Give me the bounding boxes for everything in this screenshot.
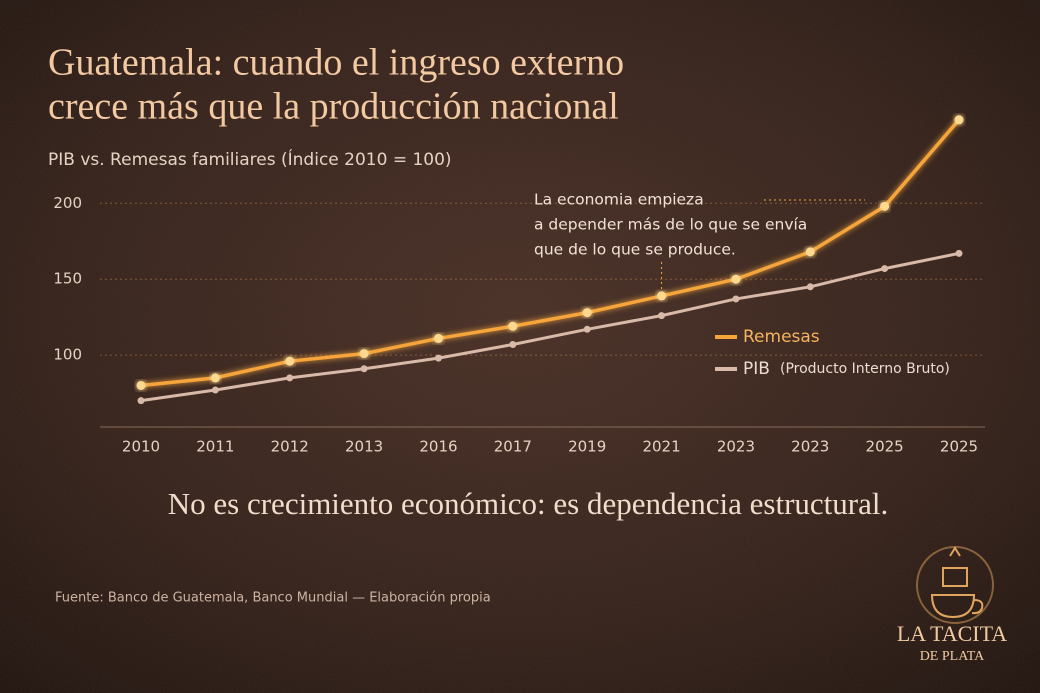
x-tick-label: 2019 — [568, 438, 606, 456]
data-point — [508, 321, 518, 331]
legend-label: Remesas — [743, 327, 820, 347]
data-point — [880, 201, 890, 211]
x-tick-label: 2011 — [196, 438, 234, 456]
x-tick-label: 2017 — [494, 438, 532, 456]
logo-icon — [916, 546, 994, 624]
data-point — [881, 265, 889, 273]
data-point — [211, 386, 219, 394]
data-point — [806, 283, 814, 291]
data-point — [805, 247, 815, 257]
x-tick-label: 2016 — [419, 438, 457, 456]
data-point — [954, 115, 964, 125]
x-tick-label: 2013 — [345, 438, 383, 456]
data-point — [583, 325, 591, 333]
x-tick-label: 2025 — [866, 438, 904, 456]
data-point — [286, 374, 294, 382]
annotation: a depender más de lo que se envía — [534, 216, 807, 234]
legend-note: (Producto Interno Bruto) — [780, 361, 950, 377]
data-point — [137, 397, 145, 405]
data-point — [955, 249, 963, 257]
data-point — [509, 340, 517, 348]
annotation: que de lo que se produce. — [534, 241, 736, 259]
title-line: Guatemala: cuando el ingreso externo — [48, 42, 624, 84]
y-tick-label: 100 — [53, 346, 82, 364]
data-point — [657, 291, 667, 301]
data-point — [285, 356, 295, 366]
data-point — [136, 380, 146, 390]
data-point — [359, 349, 369, 359]
data-point — [434, 354, 442, 362]
data-point — [658, 312, 666, 320]
source: Fuente: Banco de Guatemala, Banco Mundia… — [55, 591, 491, 606]
brand-name: LA TACITA — [897, 621, 1007, 646]
data-point — [732, 295, 740, 303]
y-tick-label: 200 — [53, 194, 82, 212]
data-point — [210, 373, 220, 383]
data-point — [433, 333, 443, 343]
y-tick-label: 150 — [53, 270, 82, 288]
brand-name: DE PLATA — [920, 649, 985, 664]
x-tick-label: 2010 — [122, 438, 160, 456]
subtitle: PIB vs. Remesas familiares (Índice 2010 … — [48, 148, 452, 170]
x-tick-label: 2025 — [940, 438, 978, 456]
x-tick-label: 2021 — [642, 438, 680, 456]
x-tick-label: 2023 — [717, 438, 755, 456]
x-tick-label: 2023 — [791, 438, 829, 456]
x-tick-label: 2012 — [271, 438, 309, 456]
series-line — [140, 118, 961, 388]
data-point — [360, 365, 368, 373]
legend-label: PIB — [743, 359, 770, 379]
annotation: La economia empieza — [534, 191, 704, 209]
title-line: crece más que la producción nacional — [48, 86, 619, 128]
conclusion: No es crecimiento económico: es dependen… — [168, 486, 888, 521]
data-point — [731, 274, 741, 284]
series-line — [140, 251, 960, 403]
data-point — [582, 308, 592, 318]
